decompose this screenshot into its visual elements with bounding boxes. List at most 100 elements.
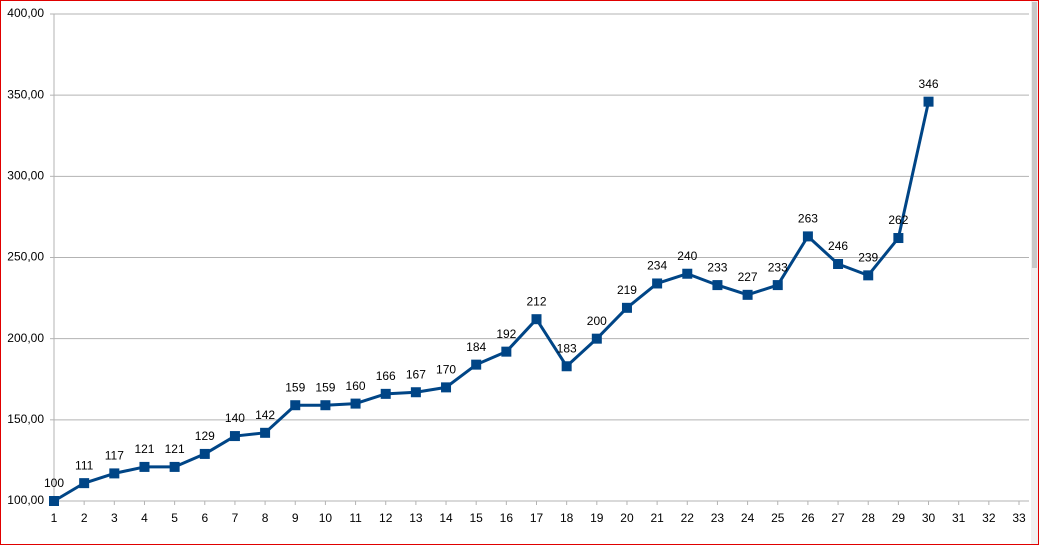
marker (501, 346, 512, 357)
x-tick-label: 15 (470, 511, 484, 525)
x-tick-label: 14 (439, 511, 453, 525)
data-label: 219 (617, 283, 637, 297)
marker (893, 233, 904, 244)
data-label: 121 (165, 442, 185, 456)
marker (682, 268, 693, 279)
marker (441, 382, 452, 393)
marker (410, 387, 421, 398)
data-label: 200 (587, 314, 607, 328)
x-tick-label: 8 (262, 511, 269, 525)
x-tick-label: 4 (141, 511, 148, 525)
x-tick-label: 12 (379, 511, 393, 525)
data-label: 111 (75, 458, 94, 472)
x-tick-label: 6 (201, 511, 208, 525)
x-tick-label: 28 (862, 511, 876, 525)
data-label: 121 (134, 442, 154, 456)
data-label: 263 (798, 212, 818, 226)
y-tick-label: 350,00 (7, 87, 44, 101)
marker (863, 270, 874, 281)
x-tick-label: 21 (650, 511, 664, 525)
scrollbar-thumb (1032, 2, 1037, 268)
marker (591, 333, 602, 344)
marker (712, 280, 723, 291)
data-label: 183 (557, 341, 577, 355)
x-tick-label: 33 (1012, 511, 1026, 525)
x-tick-label: 3 (111, 511, 118, 525)
marker (561, 361, 572, 372)
marker (49, 496, 59, 506)
x-tick-label: 26 (801, 511, 815, 525)
data-label: 159 (315, 380, 335, 394)
data-label: 234 (647, 259, 667, 273)
marker (923, 96, 934, 107)
marker (79, 478, 90, 489)
x-tick-label: 31 (952, 511, 966, 525)
x-tick-label: 9 (292, 511, 299, 525)
data-label: 346 (919, 77, 939, 91)
data-label: 184 (466, 340, 486, 354)
data-label: 239 (858, 251, 878, 265)
x-tick-label: 18 (560, 511, 574, 525)
marker (199, 448, 210, 459)
x-tick-label: 23 (711, 511, 725, 525)
data-label: 246 (828, 239, 848, 253)
data-label: 166 (376, 369, 396, 383)
marker (742, 289, 753, 300)
y-tick-label: 200,00 (7, 331, 44, 345)
marker (802, 231, 813, 242)
marker (139, 461, 150, 472)
marker (290, 400, 301, 411)
x-tick-label: 1 (51, 511, 58, 525)
data-label: 240 (677, 249, 697, 263)
scrollbar (1031, 1, 1038, 544)
x-tick-label: 32 (982, 511, 996, 525)
data-label: 160 (346, 379, 366, 393)
marker (260, 427, 271, 438)
marker (833, 258, 844, 269)
data-label: 233 (768, 260, 788, 274)
data-label: 129 (195, 429, 215, 443)
x-tick-label: 27 (831, 511, 845, 525)
data-label: 100 (44, 476, 64, 490)
x-tick-label: 24 (741, 511, 755, 525)
y-tick-label: 250,00 (7, 250, 44, 264)
y-tick-label: 300,00 (7, 169, 44, 183)
marker (772, 280, 783, 291)
marker (621, 302, 632, 313)
data-label: 192 (496, 327, 516, 341)
line (53, 101, 930, 503)
data-label: 233 (707, 260, 727, 274)
marker (380, 388, 391, 399)
x-tick-label: 19 (590, 511, 604, 525)
data-label: 167 (406, 367, 426, 381)
data-label: 117 (105, 449, 124, 463)
x-tick-label: 17 (530, 511, 544, 525)
x-tick-label: 22 (681, 511, 695, 525)
x-tick-label: 16 (500, 511, 514, 525)
x-tick-label: 20 (620, 511, 634, 525)
marker (350, 398, 361, 409)
marker (109, 468, 120, 479)
x-tick-label: 5 (171, 511, 178, 525)
data-label: 140 (225, 411, 245, 425)
x-tick-label: 10 (319, 511, 333, 525)
x-tick-label: 25 (771, 511, 785, 525)
marker (531, 314, 542, 325)
y-tick-label: 400,00 (7, 6, 44, 20)
data-label: 159 (285, 380, 305, 394)
marker (169, 461, 180, 472)
data-label: 262 (888, 213, 908, 227)
data-label: 170 (436, 363, 456, 377)
x-tick-label: 11 (349, 511, 362, 525)
x-tick-label: 30 (922, 511, 936, 525)
marker (652, 278, 663, 289)
data-label: 212 (526, 294, 546, 308)
x-tick-label: 13 (409, 511, 423, 525)
y-tick-label: 100,00 (7, 493, 44, 507)
data-label: 227 (738, 270, 758, 284)
marker (320, 400, 331, 411)
y-tick-label: 150,00 (7, 412, 44, 426)
